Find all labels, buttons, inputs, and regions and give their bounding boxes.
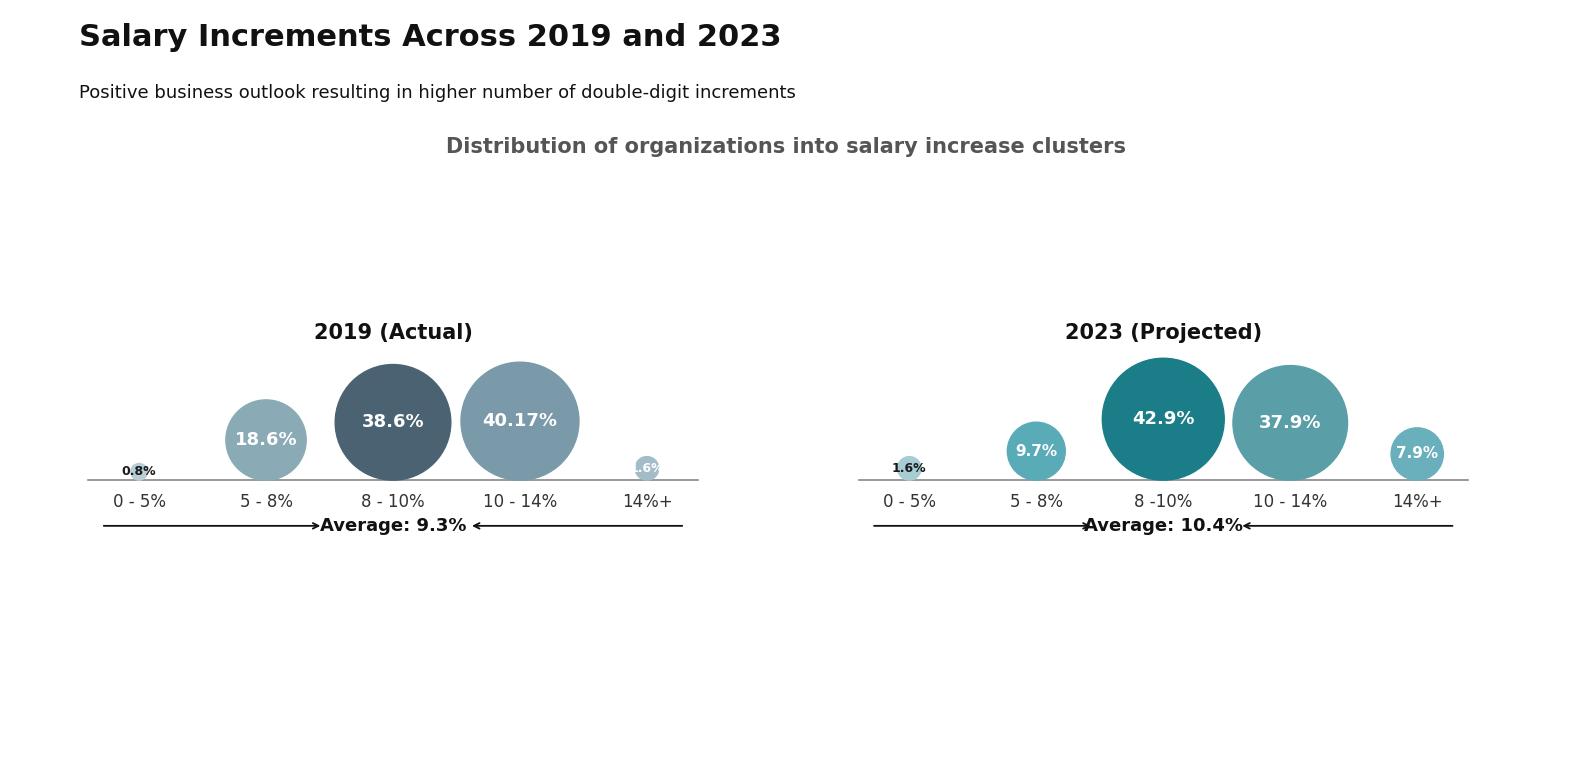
- Circle shape: [1232, 366, 1347, 480]
- Text: 2019 (Actual): 2019 (Actual): [313, 323, 473, 343]
- Circle shape: [1102, 358, 1225, 480]
- Text: 2023 (Projected): 2023 (Projected): [1064, 323, 1262, 343]
- Text: 10 - 14%: 10 - 14%: [1253, 492, 1327, 511]
- Text: 1.6%: 1.6%: [630, 462, 665, 475]
- Text: 14%+: 14%+: [621, 492, 673, 511]
- Circle shape: [461, 363, 578, 480]
- Text: 8 -10%: 8 -10%: [1133, 492, 1193, 511]
- Text: 0.8%: 0.8%: [121, 465, 156, 478]
- Circle shape: [898, 457, 921, 480]
- Text: 0 - 5%: 0 - 5%: [883, 492, 935, 511]
- Text: 5 - 8%: 5 - 8%: [1009, 492, 1063, 511]
- Circle shape: [130, 464, 148, 480]
- Text: Positive business outlook resulting in higher number of double-digit increments: Positive business outlook resulting in h…: [79, 84, 795, 102]
- Text: 7.9%: 7.9%: [1396, 446, 1438, 461]
- Text: 0 - 5%: 0 - 5%: [113, 492, 165, 511]
- Circle shape: [226, 400, 307, 480]
- Text: Salary Increments Across 2019 and 2023: Salary Increments Across 2019 and 2023: [79, 23, 781, 52]
- Text: Distribution of organizations into salary increase clusters: Distribution of organizations into salar…: [446, 137, 1126, 157]
- Text: 8 - 10%: 8 - 10%: [362, 492, 424, 511]
- Text: 9.7%: 9.7%: [1016, 444, 1058, 459]
- Text: 1.6%: 1.6%: [891, 462, 926, 475]
- Text: 5 - 8%: 5 - 8%: [239, 492, 292, 511]
- Circle shape: [335, 365, 451, 480]
- Circle shape: [1391, 428, 1443, 480]
- Text: 37.9%: 37.9%: [1259, 414, 1322, 432]
- Circle shape: [635, 457, 659, 480]
- Text: Average: 9.3%: Average: 9.3%: [319, 517, 467, 535]
- Circle shape: [1008, 423, 1066, 480]
- Text: 10 - 14%: 10 - 14%: [483, 492, 556, 511]
- Text: 14%+: 14%+: [1391, 492, 1443, 511]
- Text: 42.9%: 42.9%: [1132, 410, 1195, 428]
- Text: 40.17%: 40.17%: [483, 412, 558, 430]
- Text: 38.6%: 38.6%: [362, 413, 424, 432]
- Text: 18.6%: 18.6%: [234, 431, 297, 449]
- Text: Average: 10.4%: Average: 10.4%: [1083, 517, 1243, 535]
